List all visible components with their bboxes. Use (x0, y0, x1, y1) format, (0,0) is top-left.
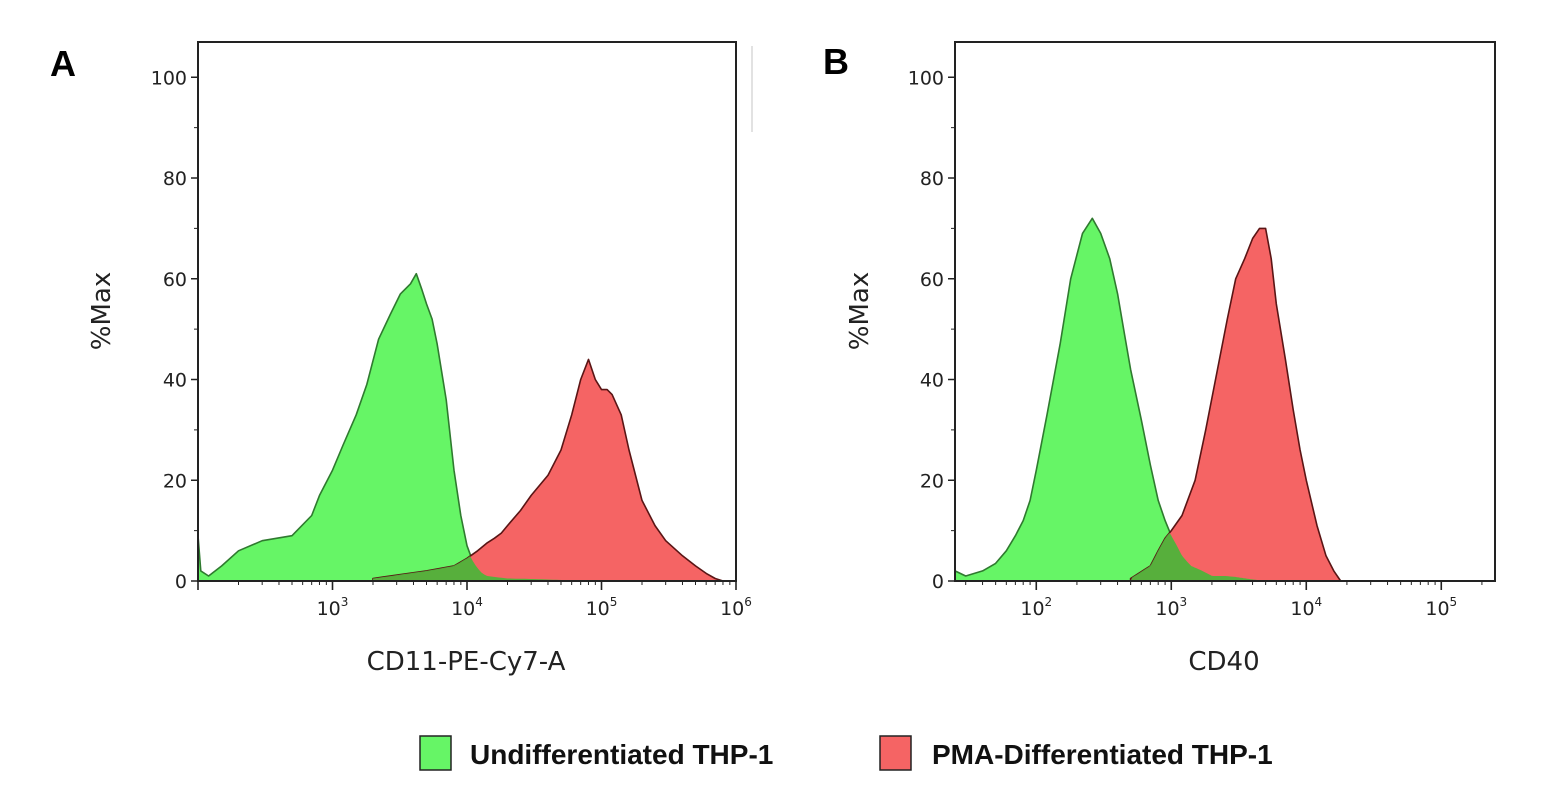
y-tick-label: 0 (175, 571, 187, 593)
y-tick-label: 100 (908, 67, 944, 89)
y-tick-label: 80 (920, 168, 944, 190)
y-tick-label: 20 (920, 470, 944, 492)
y-tick-label: 80 (163, 168, 187, 190)
panel-a-label: A (50, 43, 76, 84)
x-tick-label: 105 (1425, 595, 1457, 620)
legend-label-undifferentiated: Undifferentiated THP-1 (470, 739, 773, 770)
panel-a: A 0 20 40 60 80 100 103 104 105 106 CD11-PE-Cy7-A… (50, 41, 753, 677)
panel-b-series-pma-area (1129, 227, 1342, 582)
panel-b-overlap-area (1130, 532, 1266, 581)
x-tick-label: 103 (1155, 595, 1187, 620)
legend-label-pma: PMA-Differentiated THP-1 (932, 739, 1273, 770)
y-tick-label: 40 (163, 370, 187, 392)
legend-swatch-pma (879, 735, 912, 771)
y-tick-label: 40 (920, 370, 944, 392)
y-tick-label: 100 (151, 67, 187, 89)
panel-a-plot-area: 0 20 40 60 80 100 103 104 105 106 (151, 67, 752, 620)
panel-a-x-axis-title: CD11-PE-Cy7-A (367, 647, 566, 677)
panel-b: B 0 20 40 60 80 100 102 103 104 105 CD40 %Max (823, 41, 1496, 677)
x-tick-label: 105 (586, 595, 618, 620)
panel-a-plot-frame (197, 41, 737, 582)
x-tick-label: 104 (451, 595, 483, 620)
panel-b-plot-area: 0 20 40 60 80 100 102 103 104 105 (908, 67, 1483, 620)
panel-a-overlap-area (373, 556, 602, 581)
x-tick-label: 104 (1290, 595, 1322, 620)
legend-swatch-undifferentiated (419, 735, 452, 771)
panel-b-x-axis-title: CD40 (1188, 647, 1259, 677)
panel-b-y-axis-title: %Max (845, 272, 875, 350)
y-tick-label: 0 (932, 571, 944, 593)
y-tick-label: 20 (163, 470, 187, 492)
x-tick-label: 102 (1020, 595, 1052, 620)
panel-b-plot-frame (954, 41, 1496, 582)
y-tick-label: 60 (920, 269, 944, 291)
panel-a-y-axis-title: %Max (87, 272, 117, 350)
x-tick-label: 106 (720, 595, 752, 620)
legend: Undifferentiated THP-1 PMA-Differentiate… (419, 735, 1273, 771)
panel-b-label: B (823, 41, 849, 82)
x-tick-label: 103 (317, 595, 349, 620)
panel-a-series-pma-area (372, 358, 724, 582)
y-tick-label: 60 (163, 269, 187, 291)
